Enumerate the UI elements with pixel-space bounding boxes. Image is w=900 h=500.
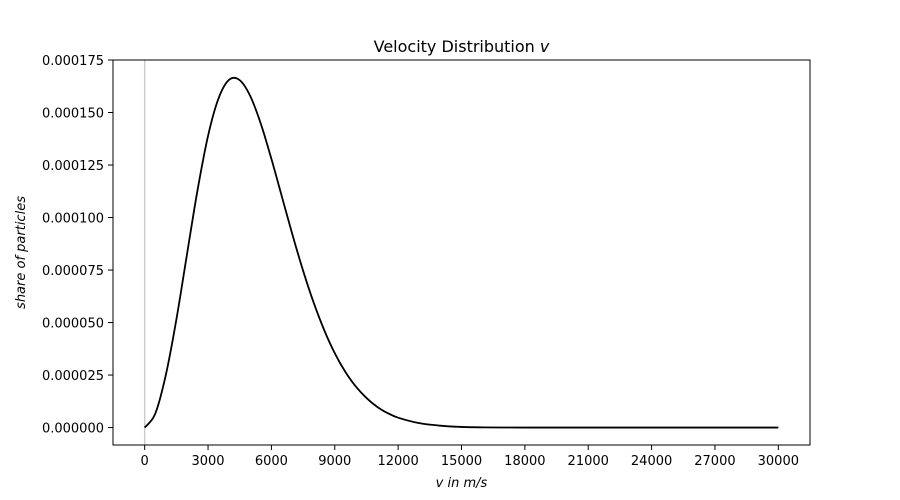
x-tick-label: 3000 bbox=[191, 454, 224, 469]
y-tick-label: 0.000075 bbox=[42, 264, 104, 279]
y-tick-label: 0.000025 bbox=[42, 369, 104, 384]
x-tick-label: 21000 bbox=[568, 454, 609, 469]
y-tick-label: 0.000150 bbox=[42, 107, 104, 122]
chart-title-main: Velocity Distribution bbox=[374, 37, 535, 56]
x-tick-label: 9000 bbox=[318, 454, 351, 469]
x-tick-label: 0 bbox=[141, 454, 149, 469]
x-tick-label: 27000 bbox=[694, 454, 735, 469]
x-tick-label: 30000 bbox=[758, 454, 799, 469]
x-tick-label: 12000 bbox=[377, 454, 418, 469]
y-tick-label: 0.000100 bbox=[42, 212, 104, 227]
y-tick-label: 0.000050 bbox=[42, 317, 104, 332]
series-layer bbox=[143, 76, 779, 429]
x-axis-label: v in m/s bbox=[436, 476, 488, 491]
y-axis-ticks: 0.000000 0.000025 0.000050 0.000075 0.000100… bbox=[42, 54, 113, 437]
x-tick-label: 24000 bbox=[631, 454, 672, 469]
y-tick-label: 0.000175 bbox=[42, 54, 104, 69]
y-axis-label: share of particles bbox=[14, 196, 29, 309]
chart-title-variable: v bbox=[540, 37, 550, 56]
y-tick-label: 0.000000 bbox=[42, 422, 104, 437]
y-tick-label: 0.000125 bbox=[42, 159, 104, 174]
x-axis-ticks: 0 3000 6000 9000 12000 15000 18000 21000 24000 27… bbox=[141, 445, 799, 469]
chart-title: Velocity Distribution v bbox=[374, 37, 550, 56]
x-tick-label: 6000 bbox=[255, 454, 288, 469]
x-tick-label: 18000 bbox=[504, 454, 545, 469]
x-tick-label: 15000 bbox=[441, 454, 482, 469]
series-line bbox=[143, 76, 779, 429]
